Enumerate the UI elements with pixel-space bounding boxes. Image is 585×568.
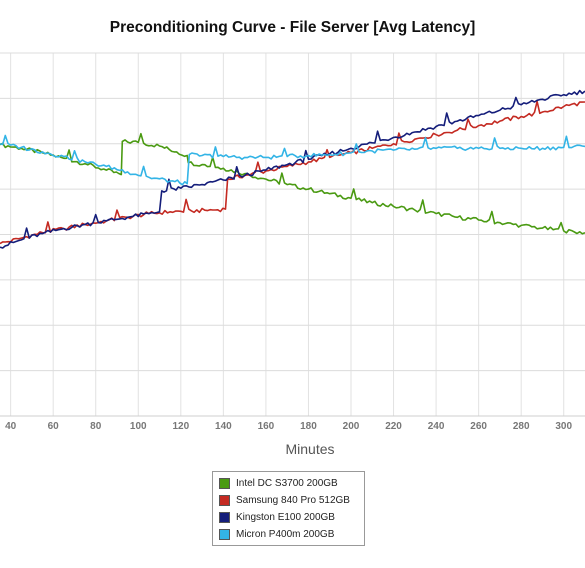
series-lines xyxy=(0,89,585,249)
chart-title: Preconditioning Curve - File Server [Avg… xyxy=(109,19,476,36)
legend-swatch xyxy=(219,529,230,540)
x-tick-label: 60 xyxy=(48,421,60,432)
x-tick-label: 40 xyxy=(5,421,17,432)
series-line xyxy=(0,89,585,249)
x-tick-label: 180 xyxy=(300,421,317,432)
series-line xyxy=(0,134,585,186)
legend-item: Samsung 840 Pro 512GB xyxy=(213,492,364,509)
legend: Intel DC S3700 200GB Samsung 840 Pro 512G… xyxy=(212,471,365,546)
series-line xyxy=(0,132,585,235)
x-tick-label: 280 xyxy=(513,421,530,432)
x-tick-label: 160 xyxy=(258,421,275,432)
x-tick-label: 100 xyxy=(130,421,147,432)
legend-item: Kingston E100 200GB xyxy=(213,509,364,526)
x-tick-label: 240 xyxy=(428,421,445,432)
legend-swatch xyxy=(219,478,230,489)
legend-label: Samsung 840 Pro 512GB xyxy=(236,495,350,506)
x-tick-label: 200 xyxy=(343,421,360,432)
legend-item: Micron P400m 200GB xyxy=(213,526,364,543)
legend-label: Micron P400m 200GB xyxy=(236,529,335,540)
x-tick-labels: 40 60 80 100 120 140 160 180 200 220 240 260 280 300 xyxy=(5,421,572,432)
legend-swatch xyxy=(219,512,230,523)
legend-label: Kingston E100 200GB xyxy=(236,512,335,523)
x-tick-label: 260 xyxy=(470,421,487,432)
x-axis-label: Minutes xyxy=(285,441,335,457)
legend-label: Intel DC S3700 200GB xyxy=(236,478,338,489)
x-tick-label: 220 xyxy=(385,421,402,432)
x-tick-label: 120 xyxy=(172,421,189,432)
gridlines xyxy=(0,52,585,417)
x-tick-label: 80 xyxy=(90,421,102,432)
x-tick-label: 300 xyxy=(555,421,572,432)
x-tick-label: 140 xyxy=(215,421,232,432)
legend-swatch xyxy=(219,495,230,506)
legend-item: Intel DC S3700 200GB xyxy=(213,475,364,492)
